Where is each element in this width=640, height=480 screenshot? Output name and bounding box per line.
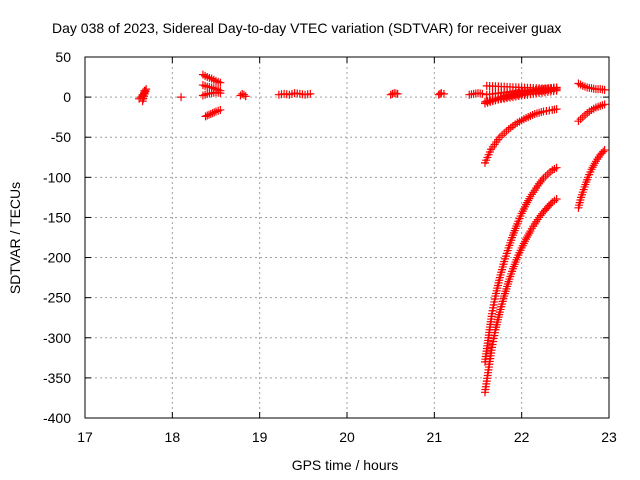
data-point	[523, 198, 532, 207]
data-point	[588, 163, 597, 172]
x-tick-label: 21	[427, 429, 443, 445]
data-points	[135, 70, 609, 397]
series-segment-k	[465, 89, 487, 99]
series-segment-h	[274, 89, 315, 99]
axes	[84, 56, 610, 419]
data-point	[198, 81, 207, 90]
data-point	[587, 165, 596, 174]
data-point	[589, 161, 598, 170]
data-point	[522, 200, 531, 209]
y-tick-label: 0	[63, 89, 71, 105]
data-point	[552, 105, 561, 114]
data-point	[478, 89, 487, 98]
data-point	[600, 100, 609, 109]
data-point	[201, 81, 210, 90]
data-point	[140, 86, 149, 95]
series-segment-j	[434, 89, 448, 99]
data-point	[241, 92, 250, 101]
series-segment-v	[574, 146, 609, 212]
series-segment-a	[135, 85, 151, 106]
data-point	[525, 194, 534, 203]
x-tick-label: 17	[77, 429, 93, 445]
series-segment-f	[201, 105, 225, 121]
series-segment-s	[480, 194, 561, 397]
data-point	[590, 159, 599, 168]
data-point	[236, 91, 245, 100]
data-point	[578, 113, 587, 122]
y-tick-labels: 50 0 -50 -100 -150 -200 -250 -300 -350 -400	[43, 49, 71, 426]
data-point	[524, 231, 533, 240]
data-point	[538, 176, 547, 185]
data-point	[210, 108, 219, 117]
y-tick-label: -250	[43, 290, 71, 306]
plot-frame	[84, 56, 610, 419]
data-point	[523, 233, 532, 242]
data-point	[552, 194, 561, 203]
series-segment-e	[198, 88, 225, 100]
data-point	[552, 163, 561, 172]
data-point	[177, 93, 186, 102]
data-point	[439, 89, 448, 98]
data-point	[216, 78, 225, 87]
data-point	[552, 85, 561, 94]
data-point	[576, 115, 585, 124]
y-tick-label: -100	[43, 169, 71, 185]
chart-title: Day 038 of 2023, Sidereal Day-to-day VTE…	[52, 20, 561, 36]
x-tick-label: 20	[339, 429, 355, 445]
data-point	[198, 91, 207, 100]
series-segment-b	[177, 93, 186, 102]
data-point	[600, 85, 609, 94]
y-tick-label: -300	[43, 330, 71, 346]
data-point	[525, 229, 534, 238]
x-tick-label: 19	[252, 429, 268, 445]
y-tick-label: -50	[51, 129, 71, 145]
x-axis-label: GPS time / hours	[292, 457, 399, 473]
data-point	[502, 127, 511, 136]
data-point	[205, 110, 214, 119]
data-point	[574, 117, 583, 126]
data-point	[201, 112, 210, 121]
y-tick-label: -400	[43, 410, 71, 426]
series-segment-p	[480, 85, 561, 108]
data-point	[216, 105, 225, 114]
data-point	[522, 235, 531, 244]
series-segment-u	[574, 100, 609, 126]
data-point	[306, 89, 315, 98]
series-segment-q	[480, 105, 561, 167]
x-tick-labels: 17 18 19 20 21 22 23	[77, 429, 617, 445]
y-tick-label: -200	[43, 250, 71, 266]
series-segment-c	[198, 70, 225, 87]
series-segment-g	[236, 89, 250, 101]
x-tick-label: 22	[514, 429, 530, 445]
data-point	[203, 111, 212, 120]
data-point	[537, 108, 546, 117]
data-point	[201, 90, 210, 99]
data-point	[239, 90, 248, 99]
data-point	[206, 109, 215, 118]
data-point	[524, 196, 533, 205]
series-segment-t	[574, 79, 609, 94]
y-tick-label: -150	[43, 209, 71, 225]
data-point	[541, 172, 550, 181]
data-point	[208, 109, 217, 118]
x-tick-label: 18	[165, 429, 181, 445]
y-axis-label: SDTVAR / TECUs	[7, 182, 23, 294]
data-point	[600, 146, 609, 155]
series-segment-i	[386, 89, 402, 99]
data-point	[500, 129, 509, 138]
y-tick-label: 50	[55, 49, 71, 65]
data-point	[599, 147, 608, 156]
x-tick-label: 23	[601, 429, 617, 445]
y-tick-label: -350	[43, 370, 71, 386]
series-segment-r	[480, 163, 561, 366]
data-point	[216, 89, 225, 98]
data-point	[386, 90, 395, 99]
data-point	[393, 89, 402, 98]
data-point	[580, 111, 589, 120]
data-point	[498, 131, 507, 140]
